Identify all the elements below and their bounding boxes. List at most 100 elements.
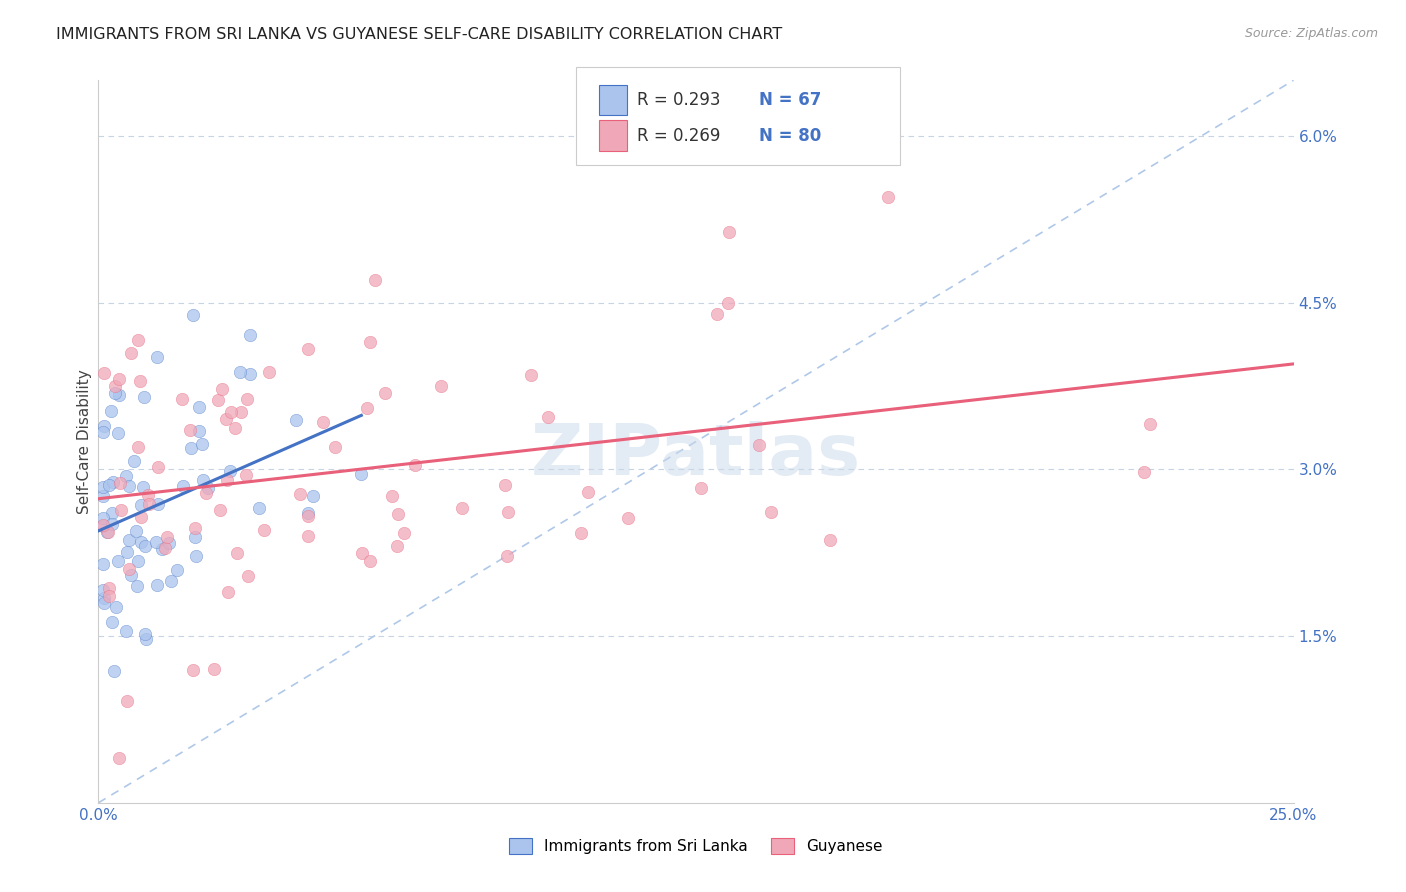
Point bbox=[103, 664, 125, 678]
Point bbox=[110, 503, 132, 517]
Point bbox=[404, 458, 426, 473]
Point bbox=[187, 424, 209, 438]
Point bbox=[101, 615, 124, 630]
Point bbox=[170, 392, 193, 407]
Point bbox=[288, 487, 311, 501]
Point bbox=[217, 585, 239, 599]
Text: R = 0.293: R = 0.293 bbox=[637, 91, 720, 109]
Point bbox=[117, 544, 139, 558]
Point bbox=[239, 367, 262, 381]
Point bbox=[536, 410, 558, 425]
Point bbox=[221, 405, 243, 419]
Point bbox=[225, 546, 247, 560]
Text: R = 0.269: R = 0.269 bbox=[637, 127, 720, 145]
Point bbox=[156, 530, 179, 544]
Point bbox=[197, 482, 219, 496]
Point bbox=[350, 467, 373, 482]
Point bbox=[191, 473, 214, 487]
Text: IMMIGRANTS FROM SRI LANKA VS GUYANESE SELF-CARE DISABILITY CORRELATION CHART: IMMIGRANTS FROM SRI LANKA VS GUYANESE SE… bbox=[56, 27, 783, 42]
Point bbox=[135, 632, 157, 646]
Point bbox=[104, 378, 127, 392]
Point bbox=[159, 574, 181, 589]
Point bbox=[146, 497, 169, 511]
Point bbox=[100, 404, 122, 418]
Text: Source: ZipAtlas.com: Source: ZipAtlas.com bbox=[1244, 27, 1378, 40]
Point bbox=[239, 328, 262, 343]
Point bbox=[96, 524, 118, 539]
Point bbox=[323, 440, 346, 454]
Point bbox=[93, 596, 115, 610]
Point bbox=[180, 441, 202, 455]
Point bbox=[157, 536, 180, 550]
Point bbox=[617, 510, 640, 524]
Point bbox=[229, 365, 252, 379]
Point bbox=[374, 386, 396, 401]
Point bbox=[91, 479, 114, 493]
Point bbox=[215, 412, 238, 426]
Point bbox=[297, 508, 319, 523]
Point bbox=[429, 379, 451, 393]
Point bbox=[818, 533, 841, 547]
Point bbox=[166, 563, 188, 577]
Point bbox=[235, 468, 257, 483]
Point bbox=[217, 473, 239, 487]
Point bbox=[172, 479, 194, 493]
Point bbox=[128, 374, 150, 388]
Legend: Immigrants from Sri Lanka, Guyanese: Immigrants from Sri Lanka, Guyanese bbox=[503, 832, 889, 860]
Point bbox=[127, 554, 149, 568]
Point bbox=[107, 388, 129, 402]
Point bbox=[202, 662, 225, 676]
Point bbox=[1133, 465, 1156, 479]
Point bbox=[211, 382, 233, 396]
Point bbox=[134, 627, 156, 641]
Point bbox=[108, 476, 131, 491]
Point bbox=[209, 503, 232, 517]
Point bbox=[145, 535, 167, 549]
Point bbox=[311, 415, 333, 429]
Point bbox=[107, 554, 129, 568]
Point bbox=[152, 541, 174, 556]
Point bbox=[132, 480, 155, 494]
Point bbox=[718, 225, 741, 239]
Point bbox=[569, 526, 592, 541]
Point bbox=[117, 694, 139, 708]
Point bbox=[93, 591, 115, 605]
Point bbox=[717, 295, 740, 310]
Point bbox=[129, 498, 152, 512]
Point bbox=[107, 426, 129, 441]
Point bbox=[127, 334, 149, 348]
Point bbox=[207, 392, 229, 407]
Point bbox=[496, 505, 519, 519]
Point bbox=[297, 506, 319, 520]
Point bbox=[146, 577, 169, 591]
Point bbox=[236, 568, 259, 582]
Point bbox=[114, 624, 136, 639]
Point bbox=[134, 540, 156, 554]
Point bbox=[706, 307, 728, 321]
Point bbox=[136, 488, 159, 502]
Point bbox=[120, 568, 142, 582]
Point bbox=[91, 583, 114, 598]
Point bbox=[224, 421, 246, 435]
Point bbox=[359, 554, 381, 568]
Point bbox=[218, 464, 240, 478]
Point bbox=[520, 368, 543, 382]
Point bbox=[91, 557, 114, 571]
Point bbox=[97, 525, 120, 540]
Point bbox=[108, 751, 131, 765]
Point bbox=[297, 343, 319, 357]
Point bbox=[148, 459, 170, 474]
Point bbox=[297, 529, 319, 543]
Point bbox=[689, 481, 711, 495]
Point bbox=[134, 390, 156, 404]
Point bbox=[195, 486, 218, 500]
Point bbox=[118, 533, 141, 547]
Text: N = 67: N = 67 bbox=[759, 91, 821, 109]
Point bbox=[748, 438, 770, 452]
Point bbox=[97, 581, 120, 595]
Point bbox=[124, 524, 146, 539]
Point bbox=[184, 521, 207, 535]
Point bbox=[93, 419, 115, 434]
Point bbox=[253, 523, 276, 537]
Point bbox=[91, 518, 114, 533]
